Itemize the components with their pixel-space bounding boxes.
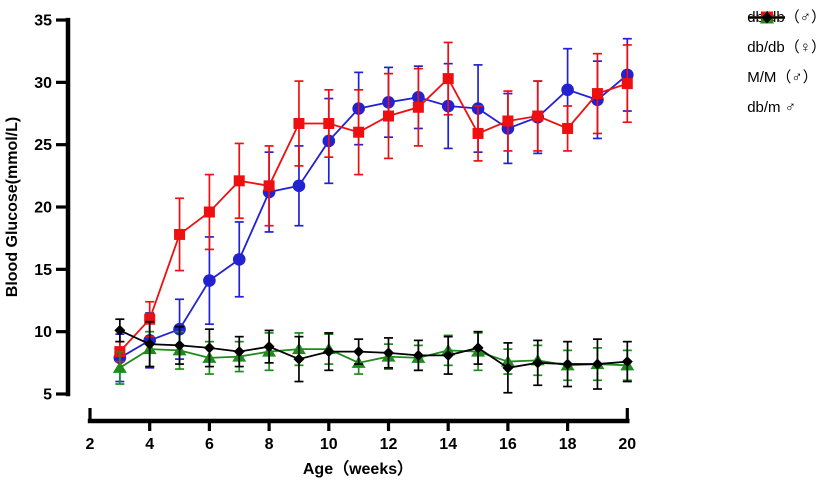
data-series bbox=[112, 37, 635, 394]
legend-item-mm-male: M/M（♂） bbox=[747, 10, 826, 87]
series-1 bbox=[114, 41, 633, 363]
x-axis-title: Age（weeks） bbox=[303, 460, 413, 478]
svg-text:30: 30 bbox=[34, 75, 52, 92]
series-2 bbox=[112, 330, 635, 385]
series-0 bbox=[113, 37, 634, 383]
svg-text:12: 12 bbox=[380, 436, 398, 453]
svg-text:16: 16 bbox=[499, 436, 517, 453]
legend-item-dbm-male: db/m ♂ bbox=[747, 11, 826, 117]
svg-text:10: 10 bbox=[320, 436, 338, 453]
svg-text:6: 6 bbox=[205, 436, 214, 453]
legend-label: db/m ♂ bbox=[747, 99, 796, 116]
chart-canvas: Blood Glucose(mmol/L) Age（weeks） 5 10 15 20… bbox=[4, 13, 636, 478]
svg-text:14: 14 bbox=[439, 436, 457, 453]
svg-text:2: 2 bbox=[86, 436, 95, 453]
svg-text:18: 18 bbox=[559, 436, 577, 453]
svg-text:4: 4 bbox=[145, 436, 154, 453]
svg-text:15: 15 bbox=[34, 262, 52, 279]
legend-item-dbdb-female: db/db（♀） bbox=[747, 11, 826, 57]
legend-marker-diamond-icon bbox=[749, 11, 786, 24]
svg-text:20: 20 bbox=[34, 200, 52, 217]
legend-label: db/db（♀） bbox=[747, 39, 826, 56]
y-axis-title: Blood Glucose(mmol/L) bbox=[4, 117, 21, 297]
svg-text:10: 10 bbox=[34, 324, 52, 341]
svg-text:20: 20 bbox=[618, 436, 636, 453]
axes: 5 10 15 20 25 30 35 2 4 6 8 10 12 14 16 18 20 bbox=[34, 13, 636, 453]
legend-label: M/M（♂） bbox=[747, 69, 818, 86]
chart-legend: db/db（♂） db/db（♀） M/M（♂） db/m ♂ bbox=[747, 8, 826, 117]
svg-text:8: 8 bbox=[265, 436, 274, 453]
svg-text:35: 35 bbox=[34, 13, 52, 30]
series-3 bbox=[114, 318, 633, 394]
svg-text:25: 25 bbox=[34, 137, 52, 154]
svg-text:5: 5 bbox=[43, 387, 52, 404]
